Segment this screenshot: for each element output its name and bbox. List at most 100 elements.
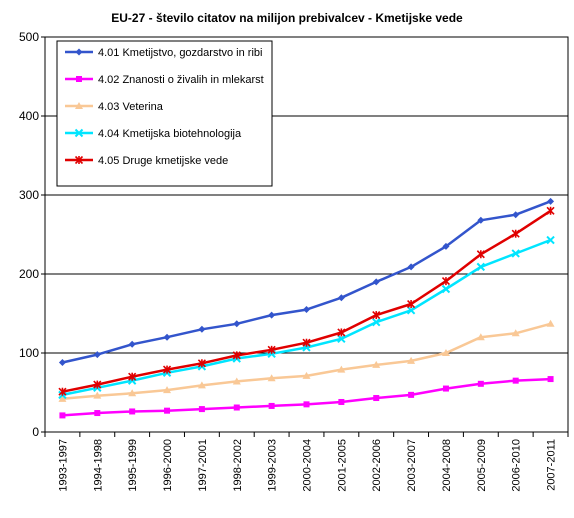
data-point [267,374,276,382]
data-point [372,360,381,368]
data-point [442,242,450,250]
data-point [58,358,66,366]
x-tick-label: 1998-2002 [232,439,244,492]
data-point [547,376,554,383]
data-point [268,311,276,319]
legend-label: 4.05 Druge kmetijske vede [98,155,228,167]
x-tick-label: 2005-2009 [476,439,488,492]
legend: 4.01 Kmetijstvo, gozdarstvo in ribi 4.02 … [56,40,273,187]
data-point [162,365,172,374]
data-point [128,389,137,397]
data-point [337,365,346,373]
data-point [232,351,241,360]
y-tick-label: 300 [19,188,39,202]
legend-marker [74,155,84,165]
data-point [372,278,380,286]
data-point [477,216,485,224]
data-point [512,377,519,384]
x-tick-label: 1999-2003 [267,439,279,492]
data-point [546,319,555,327]
series-line-5 [62,209,552,393]
y-tick-label: 100 [19,346,39,360]
x-tick-label: 2004-2008 [441,439,453,492]
data-point [232,377,241,385]
x-tick-label: 1996-2000 [162,439,174,492]
legend-label: 4.01 Kmetijstvo, gozdarstvo in ribi [98,47,262,59]
data-point [511,249,520,258]
data-point [337,328,346,337]
data-point [477,380,484,387]
data-point [441,349,450,356]
data-point [164,407,171,414]
data-point [233,320,241,328]
data-point [58,394,67,402]
series-line-3 [62,322,551,401]
data-point [197,381,206,389]
data-point [441,277,451,286]
x-tick-label: 2003-2007 [406,439,418,492]
data-point [197,359,206,368]
plot-area [44,36,569,433]
y-tick-label: 400 [19,109,39,123]
data-point [476,250,485,259]
data-point [406,306,416,315]
data-point [93,380,102,389]
data-point [128,372,137,381]
axes: 0 100 200 300 400 500 1993-1997 1994-1998 1995-1… [19,30,569,492]
series-line-2 [62,377,551,417]
data-point [337,334,346,343]
data-point [198,406,205,413]
data-point [337,294,345,302]
data-point [233,404,240,411]
legend-marker [75,48,83,56]
data-point [511,229,520,238]
data-point [546,235,555,245]
data-point [476,333,485,341]
data-point [407,299,416,309]
data-point [441,284,451,294]
series-lines [58,197,555,419]
legend-marker [75,102,83,109]
x-tick-label: 2007-2011 [546,439,558,491]
data-point [511,329,520,337]
x-tick-label: 2002-2006 [371,439,383,492]
x-tick-label: 1997-2001 [197,439,209,492]
x-tick-label: 1993-1997 [57,439,69,492]
data-point [163,333,171,341]
data-point [163,386,172,394]
data-point [302,371,311,379]
data-point [268,402,275,409]
series-line-4 [62,238,552,397]
data-point [59,412,66,419]
data-point [407,263,415,271]
data-point [267,345,276,354]
y-tick-label: 0 [32,425,39,439]
data-point [303,401,310,408]
data-point [303,306,310,314]
legend-marker [74,128,84,138]
x-tick-label: 2001-2005 [336,439,348,492]
data-point [129,408,136,415]
data-point [547,197,555,205]
data-point [198,325,206,333]
y-tick-label: 500 [19,30,39,44]
data-point [128,340,136,348]
data-point [93,351,101,359]
data-point [93,391,102,399]
x-tick-label: 2006-2010 [511,439,523,492]
chart-title: EU-27 - število citatov na milijon prebi… [111,11,463,25]
data-point [372,311,381,320]
data-point [476,262,486,272]
x-tick-label: 2000-2004 [302,439,314,492]
legend-label: 4.02 Znanosti o živalih in mlekarst [98,74,264,86]
data-point [372,317,381,327]
data-point [94,410,101,417]
data-point [408,391,415,398]
data-point [373,395,380,402]
data-point [442,385,449,392]
legend-marker [76,76,82,82]
data-point [407,356,416,364]
legend-label: 4.04 Kmetijska biotehnologija [98,128,242,140]
x-tick-label: 1994-1998 [92,439,104,492]
